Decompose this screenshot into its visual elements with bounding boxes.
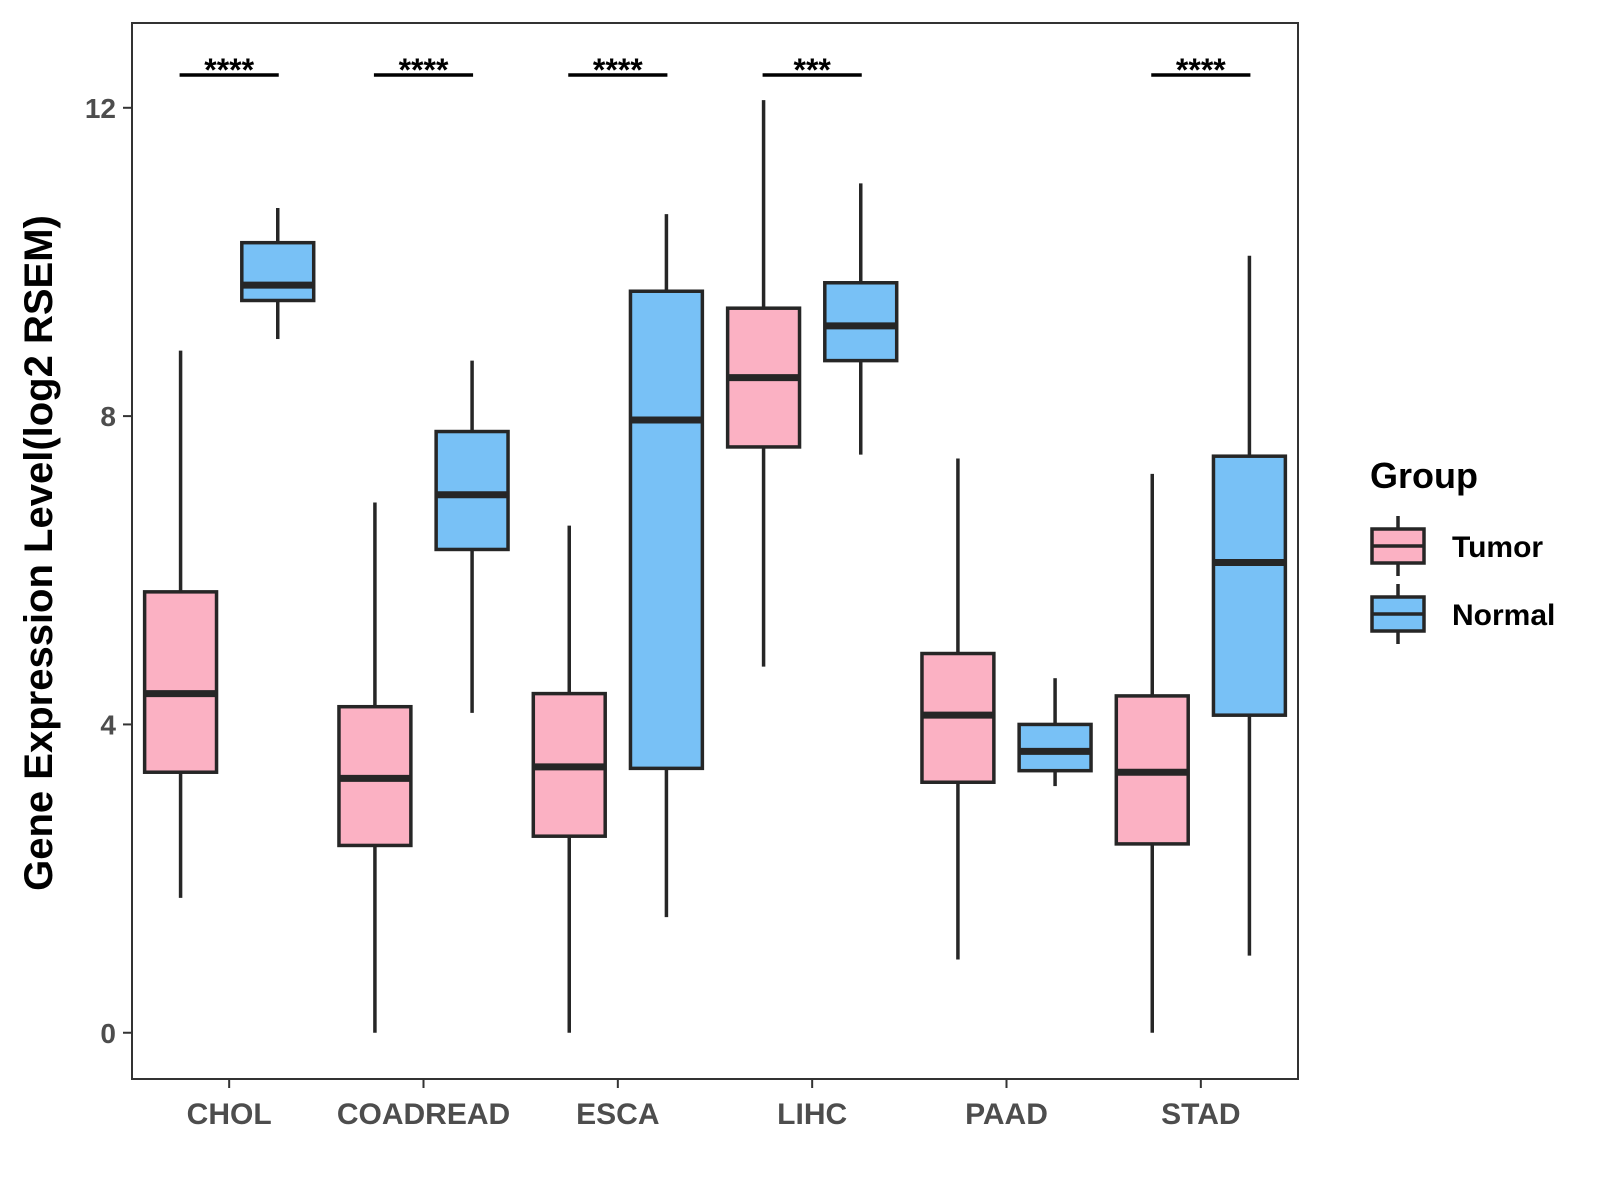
significance-label: **** xyxy=(593,52,643,88)
significance-label: **** xyxy=(1176,52,1226,88)
box-iqr xyxy=(823,281,899,363)
y-tick-label: 0 xyxy=(100,1018,116,1049)
box-iqr xyxy=(1211,454,1288,717)
box-tumor-stad xyxy=(1114,473,1190,1033)
box-tumor-coadread xyxy=(337,502,413,1033)
box-tumor-chol xyxy=(142,350,219,898)
significance-label: **** xyxy=(399,52,449,88)
y-axis-title: Gene Expression Level(log2 RSEM) xyxy=(17,215,61,891)
legend: Group Tumor Normal xyxy=(1370,455,1555,644)
box-iqr xyxy=(628,289,705,771)
box-tumor-esca xyxy=(531,525,607,1033)
panel-border xyxy=(131,22,1299,1080)
significance-label: **** xyxy=(204,52,254,88)
legend-label-normal: Normal xyxy=(1452,599,1555,632)
y-tick-label: 4 xyxy=(100,709,116,740)
legend-key-normal xyxy=(1370,584,1426,644)
legend-title: Group xyxy=(1370,455,1478,496)
box-tumor-paad xyxy=(920,458,996,960)
box-iqr xyxy=(434,429,510,552)
x-tick-label: PAAD xyxy=(965,1098,1048,1131)
y-tick-label: 12 xyxy=(85,93,116,124)
box-iqr xyxy=(1017,722,1093,773)
y-tick-label: 8 xyxy=(100,401,116,432)
box-normal-paad xyxy=(1017,678,1093,787)
legend-label-tumor: Tumor xyxy=(1452,531,1543,564)
significance-label: *** xyxy=(793,52,831,88)
box-iqr xyxy=(142,590,219,774)
x-tick-label: LIHC xyxy=(777,1098,847,1131)
box-normal-stad xyxy=(1211,255,1288,956)
box-normal-esca xyxy=(628,214,705,918)
box-normal-coadread xyxy=(434,360,510,713)
x-tick-label: STAD xyxy=(1161,1098,1240,1131)
box-tumor-lihc xyxy=(725,100,802,667)
box-iqr xyxy=(240,240,316,303)
box-normal-lihc xyxy=(823,183,899,455)
x-tick-label: COADREAD xyxy=(337,1098,510,1131)
box-normal-chol xyxy=(240,207,316,340)
x-tick-label: ESCA xyxy=(576,1098,659,1131)
legend-key-tumor xyxy=(1370,516,1426,576)
x-tick-label: CHOL xyxy=(187,1098,272,1131)
